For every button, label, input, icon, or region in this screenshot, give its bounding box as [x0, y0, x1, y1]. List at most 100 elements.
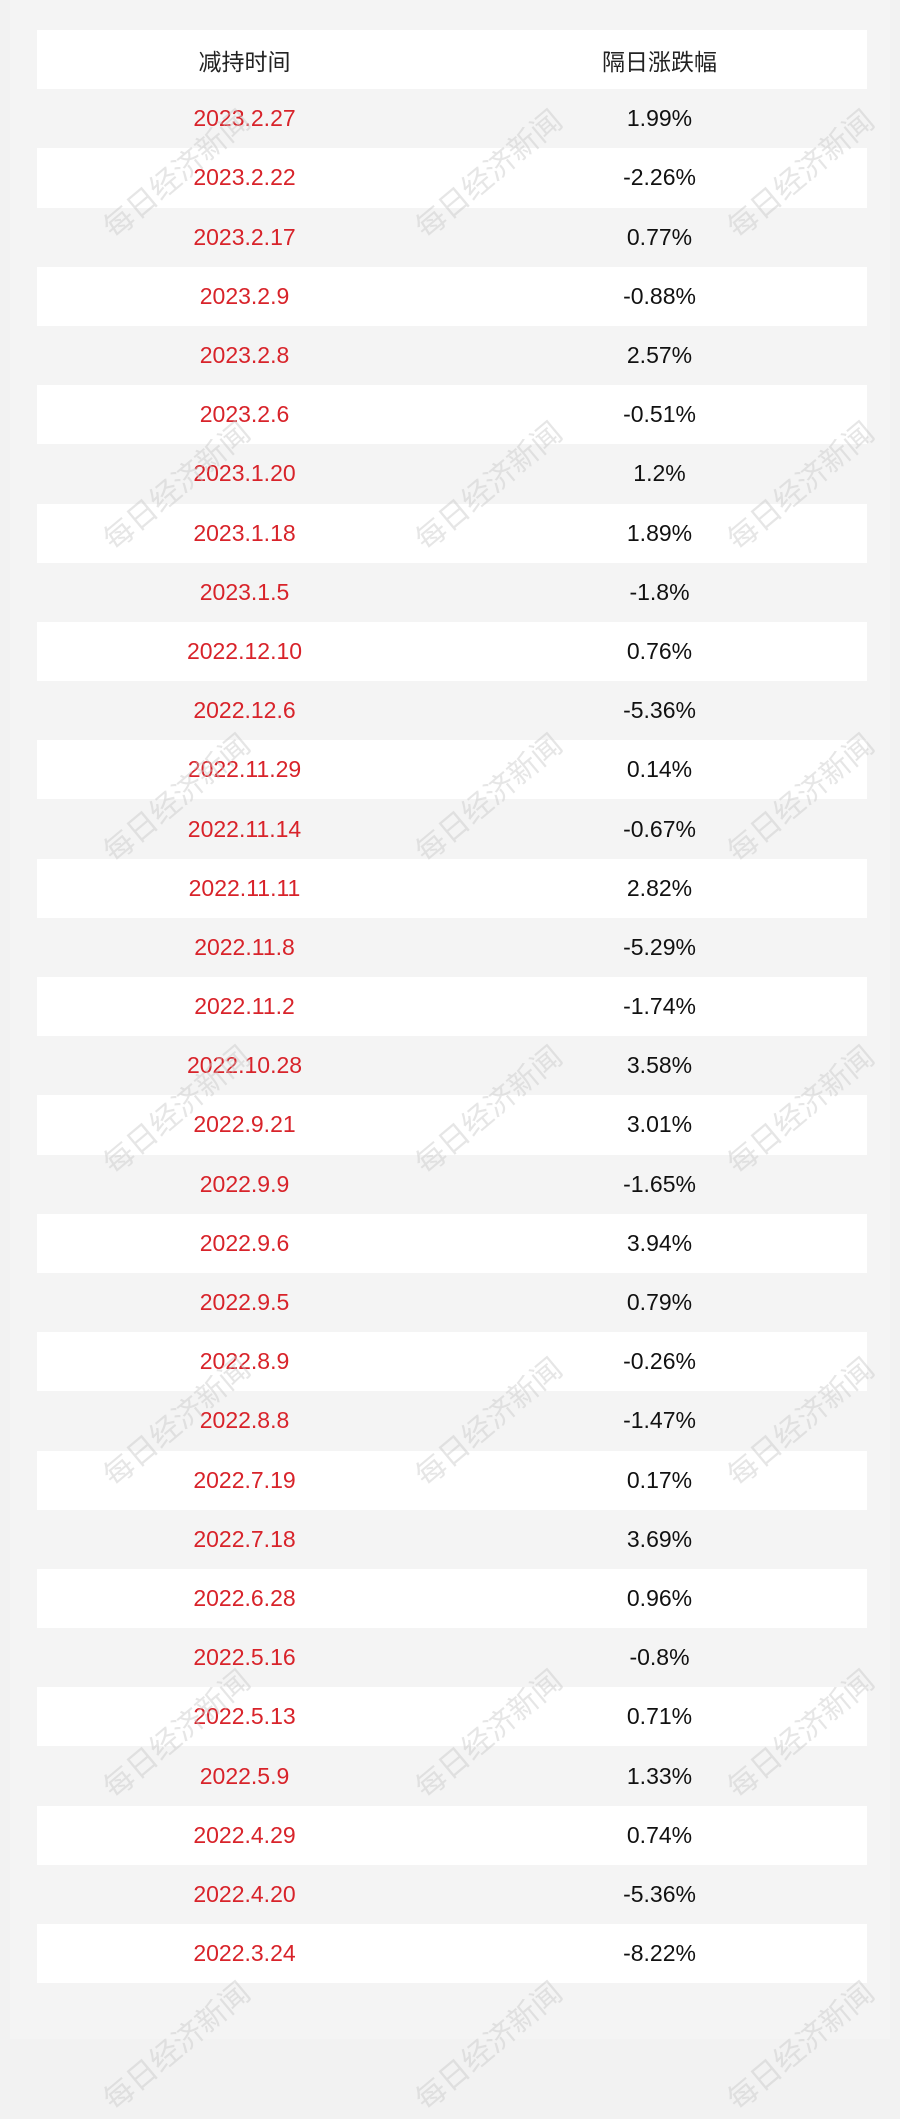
date-cell: 2022.9.21	[193, 1111, 296, 1138]
date-cell: 2022.9.5	[199, 1289, 290, 1316]
date-cell: 2022.3.24	[193, 1940, 296, 1967]
date-cell: 2022.8.8	[199, 1407, 290, 1434]
change-cell: 1.99%	[626, 105, 693, 132]
header-cell: 隔日涨跌幅	[602, 48, 717, 75]
table-row: 2023.2.6 -0.51%	[37, 385, 867, 445]
date-cell: 2022.10.28	[186, 1052, 303, 1079]
table-row: 2022.5.16 -0.8%	[37, 1628, 867, 1688]
table-row: 2023.2.8 2.57%	[37, 325, 867, 386]
table-row: 2022.9.6 3.94%	[37, 1213, 867, 1273]
date-cell: 2023.2.22	[193, 164, 296, 191]
date-cell: 2022.11.11	[188, 874, 301, 901]
table-row: 2022.11.29 0.14%	[37, 740, 867, 800]
date-cell: 2023.1.5	[199, 578, 290, 605]
change-cell: 0.17%	[626, 1466, 693, 1493]
table-row: 2022.8.8 -1.47%	[37, 1391, 867, 1451]
table-row: 2022.9.9 -1.65%	[37, 1154, 867, 1214]
change-cell: 1.89%	[626, 519, 693, 546]
change-cell: 1.2%	[633, 460, 686, 487]
table-row: 2022.8.9 -0.26%	[37, 1332, 867, 1392]
table-row: 2022.7.19 0.17%	[37, 1450, 867, 1510]
change-cell: 3.58%	[626, 1052, 693, 1079]
table-row: 2023.2.27 1.99%	[37, 89, 867, 149]
table-row: 2022.5.13 0.71%	[37, 1687, 867, 1747]
date-cell: 2022.7.18	[193, 1525, 296, 1552]
table-row: 2022.3.24 -8.22%	[37, 1924, 867, 1984]
table: 减持时间 隔日涨跌幅 2023.2.27 1.99% 2023.2.22 -2.26%…	[37, 30, 867, 1984]
date-cell: 2023.2.17	[193, 223, 296, 250]
change-cell: -0.67%	[623, 815, 696, 842]
change-cell: -5.29%	[623, 933, 696, 960]
change-cell: -1.8%	[629, 578, 690, 605]
change-cell: 3.01%	[626, 1111, 693, 1138]
table-row: 2022.4.29 0.74%	[37, 1805, 867, 1865]
change-cell: -1.47%	[623, 1407, 696, 1434]
change-cell: 0.76%	[626, 637, 693, 664]
table-row: 2022.11.14 -0.67%	[37, 799, 867, 859]
table-row: 2023.2.9 -0.88%	[37, 266, 867, 326]
table-row: 2022.9.21 3.01%	[37, 1095, 867, 1155]
date-cell: 2022.4.29	[193, 1821, 296, 1848]
watermark: 每日经济新闻	[409, 1976, 569, 2118]
table-row: 2023.2.22 -2.26%	[37, 148, 867, 208]
date-cell: 2023.2.9	[199, 282, 290, 309]
table-row: 2022.11.8 -5.29%	[37, 917, 867, 977]
change-cell: 3.94%	[626, 1229, 693, 1256]
page: 减持时间 隔日涨跌幅 2023.2.27 1.99% 2023.2.22 -2.26%…	[10, 0, 890, 2117]
change-cell: 2.82%	[626, 874, 693, 901]
change-cell: -5.36%	[623, 697, 696, 724]
change-cell: -2.26%	[623, 164, 696, 191]
date-cell: 2022.8.9	[199, 1348, 290, 1375]
change-cell: 3.69%	[626, 1525, 693, 1552]
change-cell: 0.74%	[626, 1821, 693, 1848]
table-row: 2022.12.6 -5.36%	[37, 681, 867, 741]
change-cell: -0.51%	[623, 401, 696, 428]
change-cell: 0.79%	[626, 1289, 693, 1316]
change-cell: 0.14%	[626, 756, 693, 783]
table-row: 2023.1.20 1.2%	[37, 444, 867, 504]
date-cell: 2022.11.2	[194, 993, 295, 1020]
table-row: 2022.12.10 0.76%	[37, 621, 867, 682]
watermark: 每日经济新闻	[721, 1976, 881, 2118]
date-cell: 2023.1.20	[193, 460, 296, 487]
date-cell: 2022.12.10	[186, 637, 303, 664]
date-cell: 2022.4.20	[193, 1880, 296, 1907]
date-cell: 2022.11.14	[187, 815, 302, 842]
date-cell: 2022.9.6	[199, 1229, 290, 1256]
date-cell: 2022.11.8	[194, 933, 295, 960]
table-row: 2023.1.5 -1.8%	[37, 562, 867, 622]
date-cell: 2022.11.29	[187, 756, 302, 783]
change-cell: -5.36%	[623, 1880, 696, 1907]
change-cell: 1.33%	[626, 1762, 693, 1789]
change-cell: -0.8%	[629, 1644, 690, 1671]
table-row: 2022.10.28 3.58%	[37, 1036, 867, 1096]
date-cell: 2023.1.18	[193, 519, 296, 546]
table-row: 2022.11.11 2.82%	[37, 858, 867, 918]
change-cell: -1.74%	[623, 993, 696, 1020]
change-cell: -0.26%	[623, 1348, 696, 1375]
table-row: 2022.11.2 -1.74%	[37, 977, 867, 1037]
date-cell: 2022.5.13	[193, 1703, 296, 1730]
watermark: 每日经济新闻	[97, 1976, 257, 2118]
date-cell: 2022.7.19	[193, 1466, 296, 1493]
change-cell: -0.88%	[623, 282, 696, 309]
date-cell: 2023.2.6	[199, 401, 290, 428]
change-cell: 0.77%	[626, 223, 693, 250]
page-body: 减持时间 隔日涨跌幅 2023.2.27 1.99% 2023.2.22 -2.26%…	[10, 0, 890, 2118]
date-cell: 2022.6.28	[193, 1584, 296, 1611]
date-cell: 2022.12.6	[193, 697, 296, 724]
date-cell: 2022.5.9	[199, 1762, 290, 1789]
table-row: 2022.9.5 0.79%	[37, 1272, 867, 1333]
change-cell: 0.96%	[626, 1584, 693, 1611]
header-cell: 减持时间	[198, 48, 291, 75]
change-cell: -1.65%	[623, 1170, 696, 1197]
table-row: 2022.6.28 0.96%	[37, 1568, 867, 1629]
change-cell: 0.71%	[626, 1703, 693, 1730]
table-row: 2023.1.18 1.89%	[37, 503, 867, 563]
table-row: 2023.2.17 0.77%	[37, 207, 867, 267]
date-cell: 2022.5.16	[193, 1644, 296, 1671]
table-row: 2022.5.9 1.33%	[37, 1746, 867, 1806]
date-cell: 2023.2.27	[193, 105, 296, 132]
header-row: 减持时间 隔日涨跌幅	[37, 30, 867, 90]
change-cell: 2.57%	[626, 342, 693, 369]
